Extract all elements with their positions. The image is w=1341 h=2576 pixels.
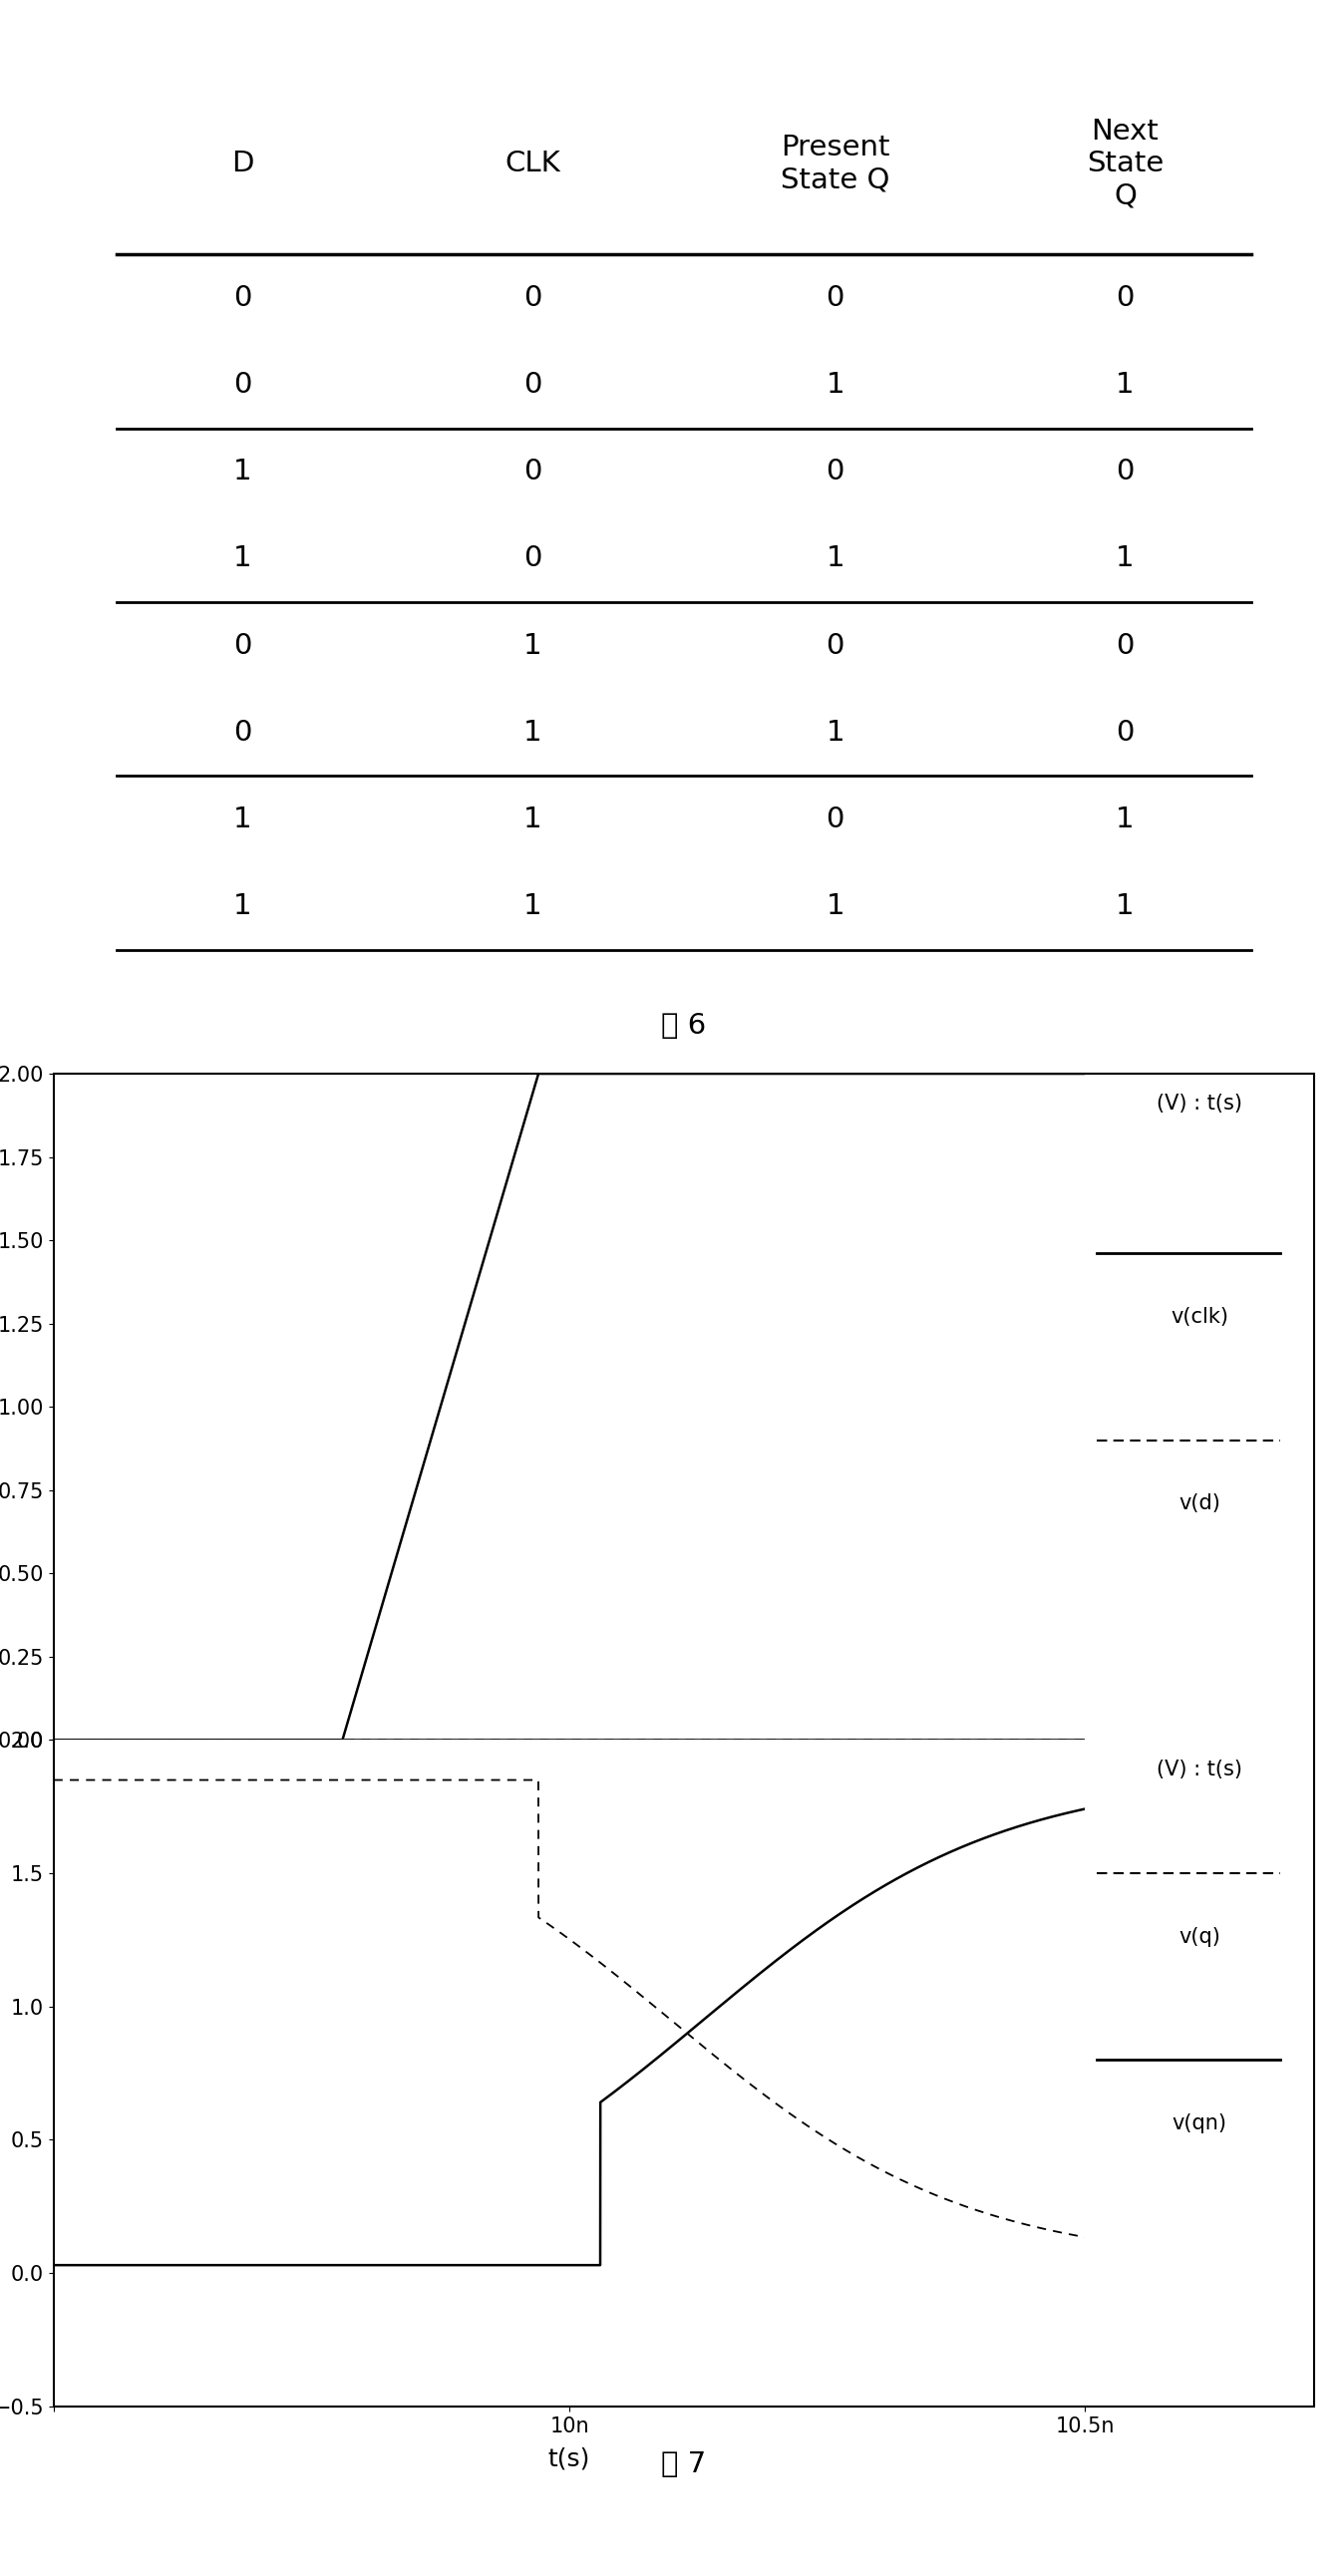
Text: 1: 1 (233, 544, 252, 572)
Text: 0: 0 (523, 371, 542, 399)
Text: v(q): v(q) (1179, 1927, 1220, 1947)
Text: 1: 1 (523, 631, 542, 659)
Text: 0: 0 (1116, 283, 1134, 312)
Text: 1: 1 (523, 891, 542, 920)
Text: 0: 0 (826, 631, 845, 659)
Text: 0: 0 (233, 631, 252, 659)
Text: v(d): v(d) (1179, 1494, 1220, 1515)
Text: 1: 1 (826, 371, 845, 399)
Text: 1: 1 (826, 544, 845, 572)
Text: 0: 0 (233, 283, 252, 312)
Text: 1: 1 (826, 891, 845, 920)
Text: 图 7: 图 7 (661, 2450, 707, 2478)
Text: 0: 0 (523, 544, 542, 572)
Text: 1: 1 (826, 719, 845, 747)
Text: 1: 1 (233, 459, 252, 487)
X-axis label: t(s): t(s) (548, 2447, 590, 2470)
Text: 1: 1 (1116, 806, 1134, 835)
Text: (V) : t(s): (V) : t(s) (1157, 1759, 1243, 1780)
Text: v(qn): v(qn) (1172, 2112, 1227, 2133)
Text: 1: 1 (523, 806, 542, 835)
Text: 0: 0 (523, 459, 542, 487)
Text: 1: 1 (233, 891, 252, 920)
Text: D: D (232, 149, 253, 178)
Text: (V) : t(s): (V) : t(s) (1157, 1095, 1243, 1113)
Text: 0: 0 (233, 371, 252, 399)
Text: 1: 1 (1116, 371, 1134, 399)
Text: Present
State Q: Present State Q (780, 134, 890, 193)
Text: 0: 0 (826, 283, 845, 312)
Text: 0: 0 (233, 719, 252, 747)
Text: 1: 1 (1116, 891, 1134, 920)
Text: 1: 1 (233, 806, 252, 835)
Text: 1: 1 (1116, 544, 1134, 572)
Text: 0: 0 (523, 283, 542, 312)
Text: 1: 1 (523, 719, 542, 747)
Text: CLK: CLK (504, 149, 561, 178)
Text: 0: 0 (1116, 459, 1134, 487)
Text: v(clk): v(clk) (1171, 1306, 1228, 1327)
Text: 0: 0 (1116, 719, 1134, 747)
Text: 0: 0 (826, 459, 845, 487)
Text: 0: 0 (826, 806, 845, 835)
Text: Next
State
Q: Next State Q (1086, 118, 1164, 211)
Text: 图 6: 图 6 (661, 1012, 707, 1041)
Text: 0: 0 (1116, 631, 1134, 659)
